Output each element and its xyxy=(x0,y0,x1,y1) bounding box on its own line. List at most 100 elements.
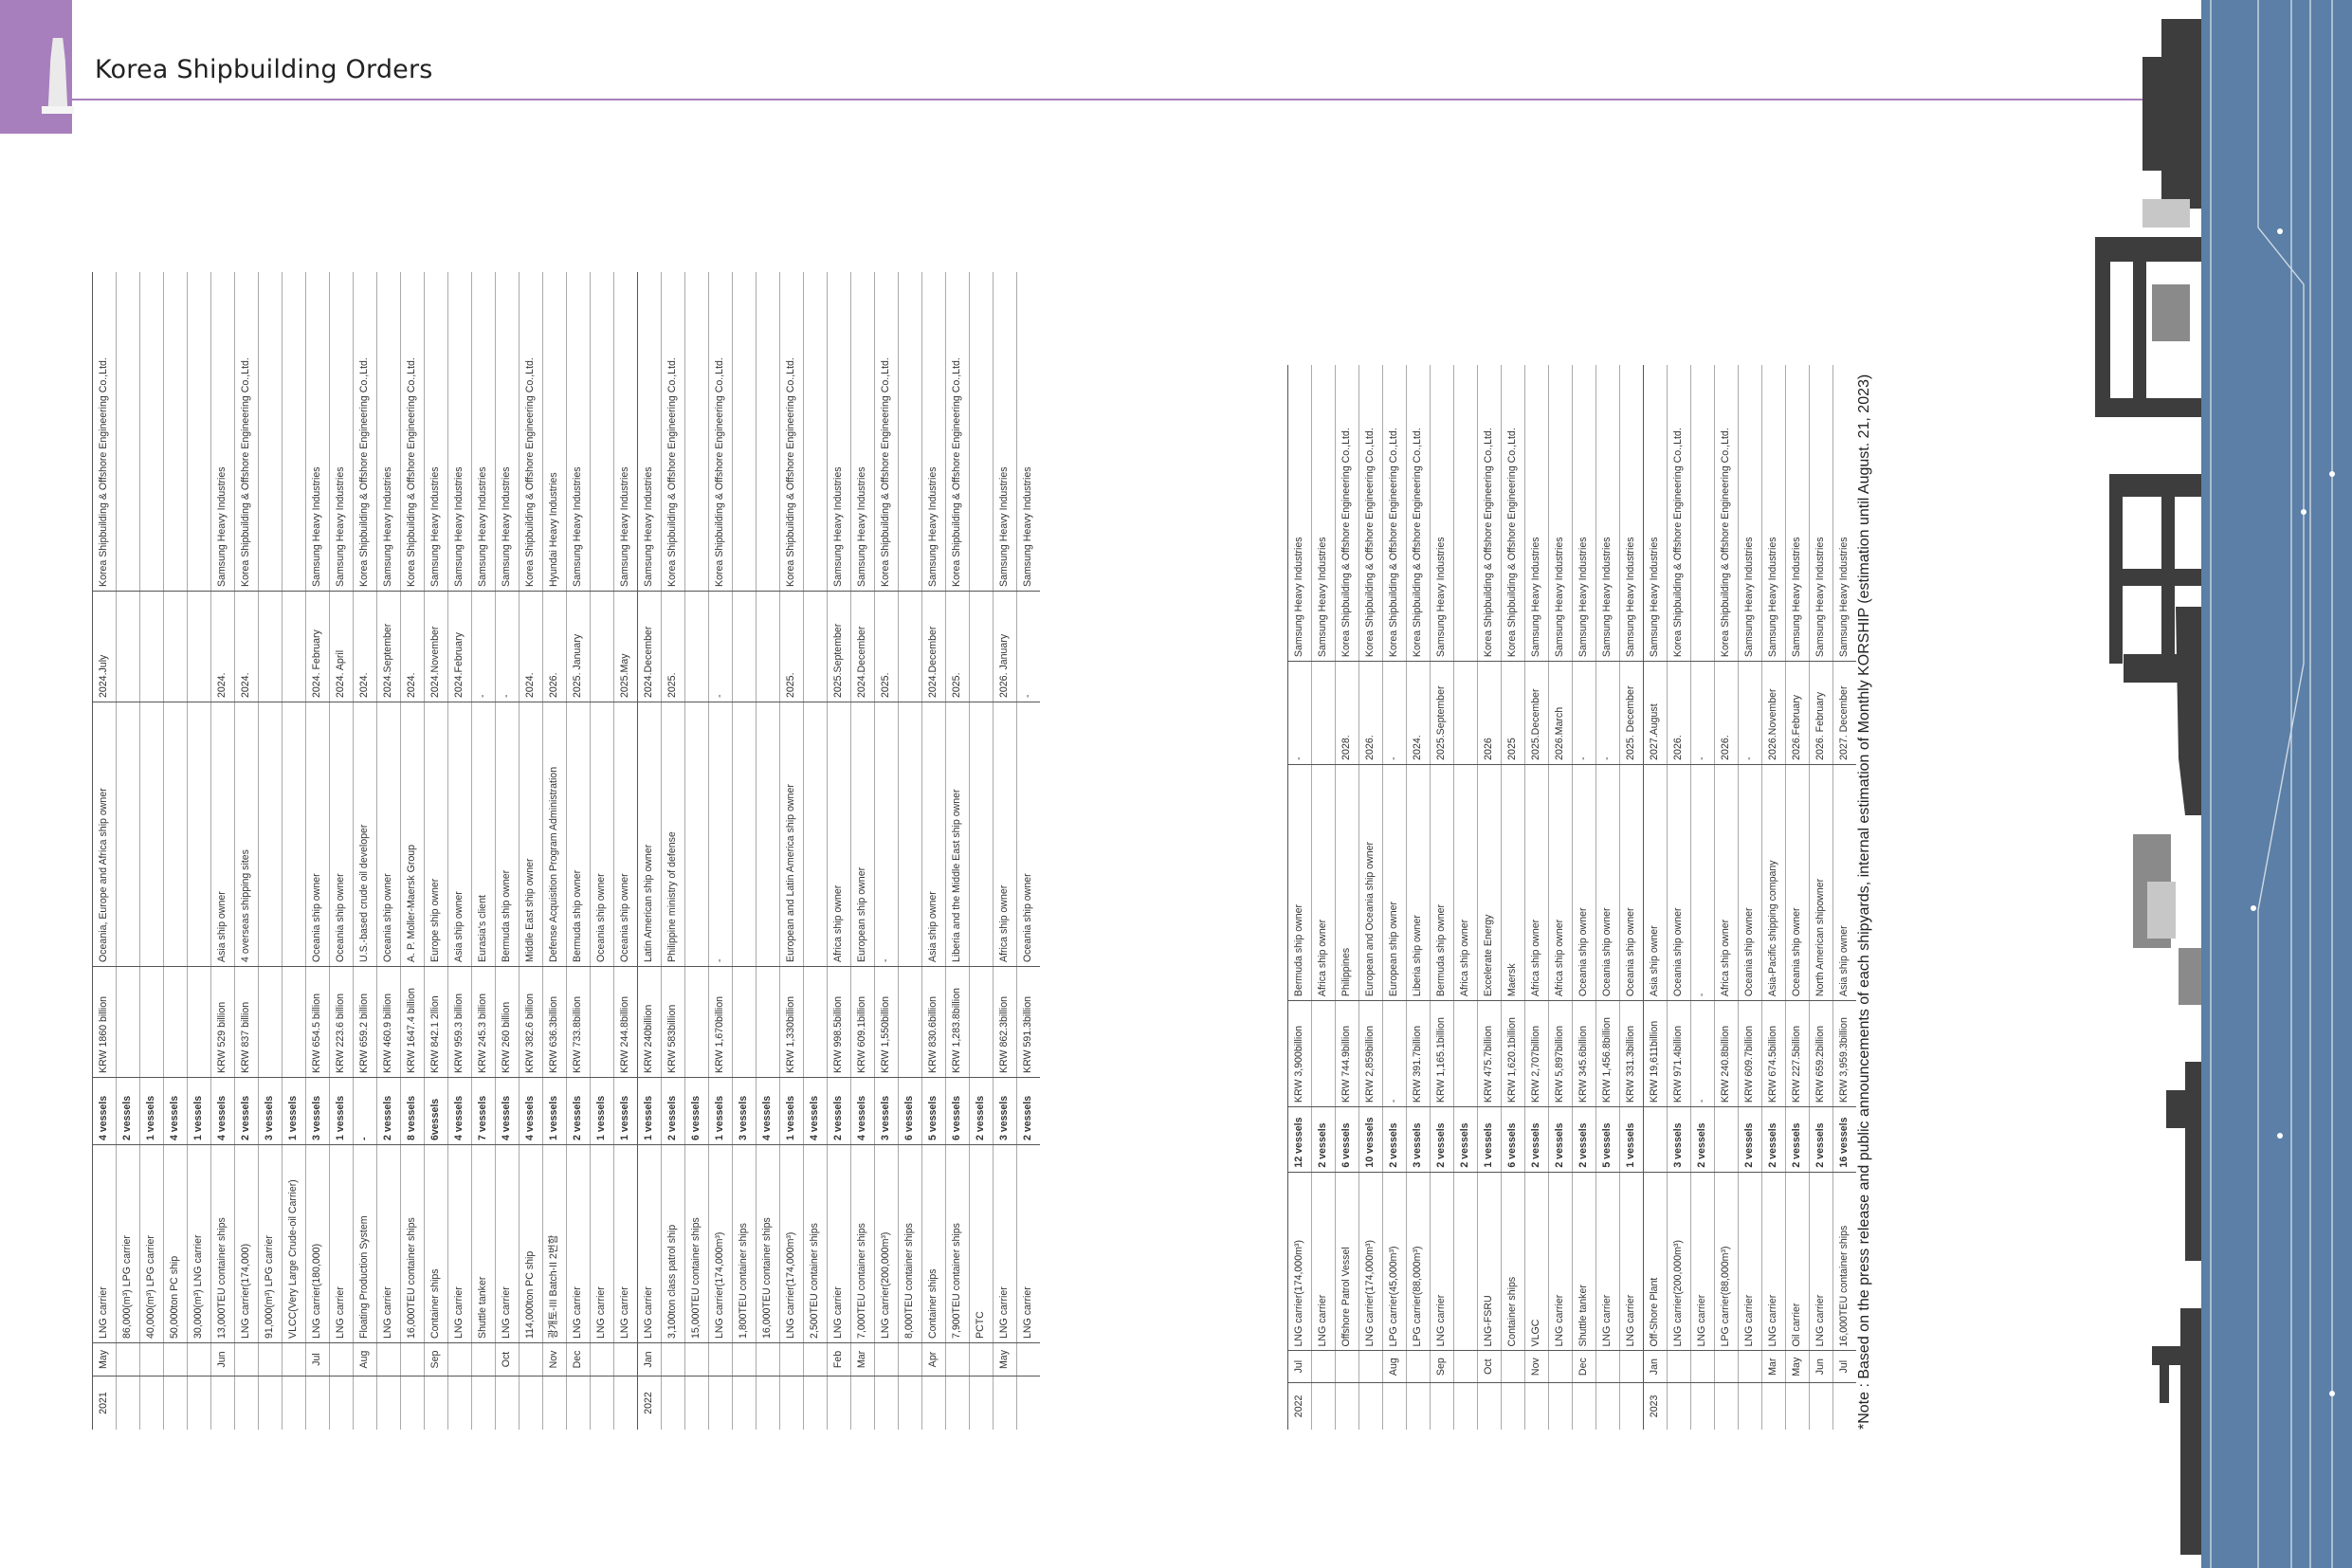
cell-qty: 3 vessels xyxy=(1406,1106,1431,1173)
cell-ship: 8,000TEU container ships xyxy=(898,1144,922,1343)
cell-amount: KRW 1,283.8billion xyxy=(945,966,970,1078)
cell-owner: Philippine ministry of defense xyxy=(661,702,685,967)
cell-yard: Korea Shipbuilding & Offshore Engineerin… xyxy=(1335,365,1359,662)
cell-delivery: 2024. xyxy=(1406,661,1431,765)
cell-year xyxy=(756,1376,780,1430)
cell-ship: 40,000(m³) LPG carrier xyxy=(139,1144,164,1343)
cell-qty: 3 vessels xyxy=(1667,1106,1691,1173)
cell-month: Feb xyxy=(827,1342,851,1377)
cell-year xyxy=(1761,1382,1786,1430)
cell-amount xyxy=(187,966,211,1078)
table-row: Oct LNG-FSRU 1 vessels KRW 475.7billion Exce… xyxy=(1477,365,1502,1430)
cell-delivery: - xyxy=(1690,661,1715,765)
cell-year xyxy=(1524,1382,1549,1430)
cell-yard: Samsung Heavy Industries xyxy=(471,272,496,592)
cell-year xyxy=(1358,1382,1383,1430)
table-row: LPG carrier(88,000m³) KRW 240.8billion Afr… xyxy=(1714,365,1739,1430)
cell-ship: 50,000ton PC ship xyxy=(163,1144,188,1343)
cell-delivery: 2024.December xyxy=(850,591,875,702)
cell-month xyxy=(400,1342,425,1377)
cell-amount: KRW 609.1billion xyxy=(850,966,875,1078)
cell-yard: Samsung Heavy Industries xyxy=(613,272,638,592)
cell-amount: KRW 609.7billion xyxy=(1738,1000,1762,1107)
table-row: 91,000(m³) LPG carrier 3 vessels xyxy=(258,272,283,1430)
cell-amount: KRW 837 billion xyxy=(234,966,259,1078)
cell-ship: LNG carrier xyxy=(1548,1172,1573,1351)
cell-ship: LNG carrier xyxy=(1311,1172,1336,1351)
cell-year xyxy=(210,1376,235,1430)
cell-yard: Korea Shipbuilding & Offshore Engineerin… xyxy=(519,272,543,592)
cell-amount: KRW 529 billion xyxy=(210,966,235,1078)
cell-yard: Samsung Heavy Industries xyxy=(1761,365,1786,662)
cell-yard: Samsung Heavy Industries xyxy=(1738,365,1762,662)
cell-delivery xyxy=(282,591,306,702)
cell-amount: KRW 260 billion xyxy=(495,966,520,1078)
cell-qty: 1 vessels xyxy=(282,1077,306,1145)
cell-month xyxy=(874,1342,899,1377)
cell-yard xyxy=(803,272,828,592)
cell-delivery: - xyxy=(1738,661,1762,765)
cell-amount: KRW 1,456.8billion xyxy=(1595,1000,1620,1107)
cell-owner: Europe ship owner xyxy=(424,702,448,967)
cell-yard: Samsung Heavy Industries xyxy=(329,272,354,592)
cell-month: Mar xyxy=(850,1342,875,1377)
cell-year xyxy=(803,1376,828,1430)
cell-ship: LNG carrier xyxy=(1016,1144,1040,1343)
cell-yard: Korea Shipbuilding & Offshore Engineerin… xyxy=(1358,365,1383,662)
cell-delivery: 2024.February xyxy=(447,591,472,702)
cell-ship: 16,000TEU container ships xyxy=(400,1144,425,1343)
cell-month: Aug xyxy=(353,1342,377,1377)
cell-year xyxy=(1667,1382,1691,1430)
cell-month xyxy=(945,1342,970,1377)
table-row: LNG carrier 1 vessels Oceania ship owner xyxy=(590,272,614,1430)
cell-delivery: 2027. December xyxy=(1832,661,1856,765)
cell-delivery: 2025.September xyxy=(827,591,851,702)
cell-qty: 4 vessels xyxy=(210,1077,235,1145)
table-row: LNG carrier 1 vessels KRW 244.8billion Ocea… xyxy=(613,272,638,1430)
cell-year xyxy=(424,1376,448,1430)
cell-delivery: - xyxy=(1016,591,1040,702)
cell-delivery: 2024. February xyxy=(305,591,330,702)
cell-yard xyxy=(258,272,283,592)
cell-amount: - xyxy=(1382,1000,1407,1107)
cell-owner: Defense Acquisition Program Administrati… xyxy=(542,702,567,967)
cell-owner: A. P. Moller-Maersk Group xyxy=(400,702,425,967)
cell-owner: Oceania, Europe and Africa ship owner xyxy=(92,702,117,967)
cell-delivery: 2025. xyxy=(661,591,685,702)
cell-month xyxy=(898,1342,922,1377)
cell-owner: Oceania ship owner xyxy=(376,702,401,967)
cell-ship: LNG carrier xyxy=(1761,1172,1786,1351)
table-row: 2 vessels Africa ship owner xyxy=(1453,365,1478,1430)
cell-owner xyxy=(732,702,757,967)
cell-owner: Oceania ship owner xyxy=(1667,764,1691,1001)
table-row: 86,000(m³) LPG carrier 2 vessels xyxy=(116,272,140,1430)
cell-ship: LNG carrier xyxy=(1619,1172,1644,1351)
cell-delivery: 2027.August xyxy=(1643,661,1668,765)
cell-delivery xyxy=(969,591,994,702)
cell-owner: Africa ship owner xyxy=(1311,764,1336,1001)
cell-amount: - xyxy=(1690,1000,1715,1107)
cell-month xyxy=(447,1342,472,1377)
cell-owner: Africa ship owner xyxy=(1714,764,1739,1001)
cell-delivery xyxy=(163,591,188,702)
cell-month xyxy=(803,1342,828,1377)
table-row: LNG carrier 5 vessels KRW 1,456.8billion Oc… xyxy=(1595,365,1620,1430)
cell-owner: - xyxy=(708,702,733,967)
cell-month: Oct xyxy=(1477,1350,1502,1383)
cell-amount: KRW 475.7billion xyxy=(1477,1000,1502,1107)
cell-yard xyxy=(684,272,709,592)
cell-ship: 13,000TEU container ships xyxy=(210,1144,235,1343)
cell-delivery: 2024. xyxy=(519,591,543,702)
cell-yard xyxy=(898,272,922,592)
cell-amount xyxy=(1311,1000,1336,1107)
cell-owner xyxy=(139,702,164,967)
cell-delivery: 2025. January xyxy=(566,591,591,702)
cell-month: Jul xyxy=(1832,1350,1856,1383)
cell-qty: 8 vessels xyxy=(400,1077,425,1145)
cell-owner xyxy=(898,702,922,967)
cell-owner: European and Oceania ship owner xyxy=(1358,764,1383,1001)
cell-delivery xyxy=(803,591,828,702)
cell-month xyxy=(1453,1350,1478,1383)
cell-ship: Shuttle tanker xyxy=(1572,1172,1596,1351)
cell-qty: 1 vessels xyxy=(1619,1106,1644,1173)
